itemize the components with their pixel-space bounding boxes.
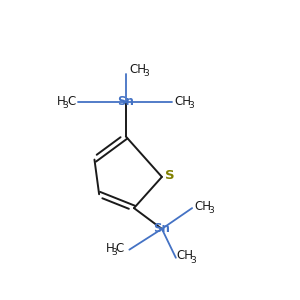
Text: 3: 3 [111,248,117,257]
Text: C: C [67,94,75,108]
Text: CH: CH [194,200,212,213]
Text: 3: 3 [62,101,68,110]
Text: Sn: Sn [117,95,134,108]
Text: 3: 3 [190,256,196,265]
Text: S: S [165,169,175,182]
Text: H: H [57,94,66,108]
Text: 3: 3 [188,101,194,110]
Text: CH: CH [175,94,192,108]
Text: H: H [106,242,115,255]
Text: C: C [116,242,124,255]
Text: 3: 3 [208,206,214,215]
Text: 3: 3 [143,69,148,78]
Text: Sn: Sn [153,222,170,236]
Text: CH: CH [129,63,146,76]
Text: CH: CH [176,249,194,262]
